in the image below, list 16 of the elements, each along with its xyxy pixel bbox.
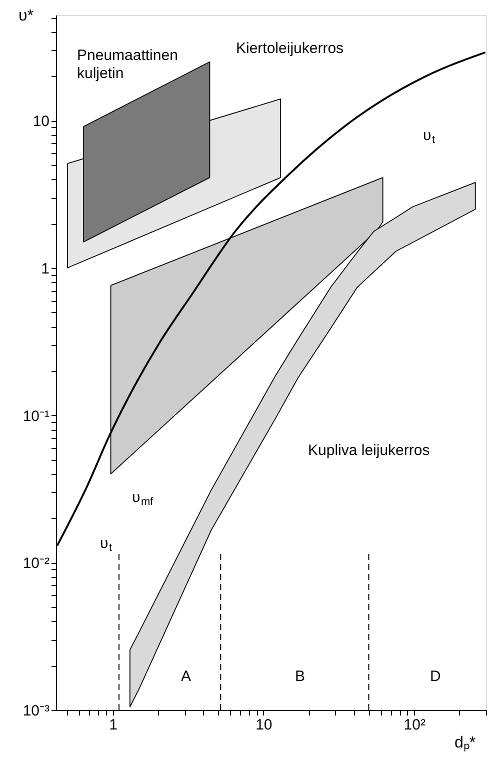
x-tick-label: 10² <box>404 716 426 734</box>
y-tick-label: 10⁻¹ <box>22 408 50 425</box>
x-tick-label: 1 <box>109 716 118 734</box>
x-axis-title: dₚ* <box>454 734 476 752</box>
y-tick-label: 10 <box>32 113 50 130</box>
annotation: B <box>295 668 306 685</box>
y-tick-label: 1 <box>41 260 50 278</box>
annotation: Kiertoleijukerros <box>236 40 344 57</box>
y-tick-label: 10⁻³ <box>22 702 50 720</box>
annotation: D <box>430 668 441 685</box>
annotation: A <box>181 668 192 685</box>
annotation: Kupliva leijukerros <box>308 442 430 459</box>
y-tick-label: 10⁻² <box>22 555 50 572</box>
y-axis-title: υ* <box>18 8 34 24</box>
x-tick-label: 10 <box>256 716 272 734</box>
annotation: Pneumaattinen kuljetin <box>77 47 178 82</box>
